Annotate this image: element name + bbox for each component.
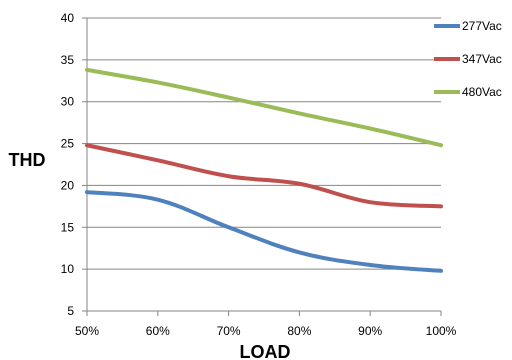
y-tick-label: 5	[67, 304, 74, 318]
x-tick-label: 60%	[146, 324, 170, 338]
gridlines	[82, 17, 442, 316]
y-tick-label: 20	[61, 178, 75, 192]
y-tick-label: 25	[61, 137, 75, 151]
y-tick-labels: 5 10 15 20 25 30 35 40	[61, 11, 75, 318]
x-axis-title: LOAD	[240, 342, 291, 360]
x-tick-label: 70%	[217, 324, 241, 338]
x-tick-label: 50%	[75, 324, 99, 338]
y-axis-title: THD	[9, 150, 46, 170]
legend-label: 277Vac	[462, 19, 502, 33]
axes	[86, 18, 441, 312]
legend: 277Vac 347Vac 480Vac	[434, 19, 502, 99]
y-tick-label: 40	[61, 11, 75, 25]
series-line-480Vac	[85, 67, 443, 148]
y-tick-label: 10	[61, 262, 75, 276]
series-line-347Vac	[85, 143, 443, 209]
y-tick-label: 35	[61, 53, 75, 67]
series-lines	[85, 67, 443, 273]
series-line-277Vac	[85, 190, 443, 273]
x-tick-labels: 50% 60% 70% 80% 90% 100%	[75, 324, 457, 338]
x-tick-label: 100%	[426, 324, 457, 338]
x-tick-label: 80%	[287, 324, 311, 338]
legend-label: 480Vac	[462, 85, 502, 99]
y-tick-label: 30	[61, 95, 75, 109]
y-tick-label: 15	[61, 220, 75, 234]
legend-label: 347Vac	[462, 52, 502, 66]
x-tick-label: 90%	[358, 324, 382, 338]
